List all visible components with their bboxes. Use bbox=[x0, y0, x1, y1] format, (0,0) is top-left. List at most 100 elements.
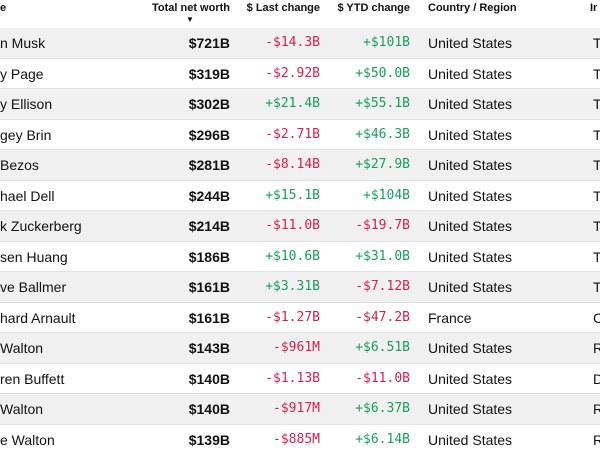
column-header-country[interactable]: Country / Region bbox=[428, 2, 517, 14]
industry-value: C bbox=[593, 309, 600, 326]
last-change-value: -$917M bbox=[273, 401, 320, 416]
industry-value: T bbox=[593, 65, 600, 82]
last-change-value: -$8.14B bbox=[265, 157, 320, 172]
ytd-change-value: +$27.9B bbox=[355, 157, 410, 172]
ytd-change-value: +$55.1B bbox=[355, 96, 410, 111]
person-name: k Zuckerberg bbox=[0, 218, 82, 234]
person-name: hard Arnault bbox=[0, 309, 76, 326]
table-row[interactable]: hard Arnault $161B -$1.27B -$47.2B France C bbox=[0, 302, 600, 333]
country-value: United States bbox=[428, 187, 513, 204]
last-change-value: -$2.92B bbox=[265, 65, 320, 81]
column-header-name[interactable]: e bbox=[0, 2, 7, 14]
table-row[interactable]: e Walton $139B -$885M +$6.14B United States R bbox=[0, 424, 600, 450]
country-value: United States bbox=[428, 157, 513, 173]
net-worth-value: $140B bbox=[188, 370, 230, 387]
sort-descending-icon: ▼ bbox=[186, 15, 194, 24]
person-name: y Page bbox=[0, 65, 44, 82]
country-value: United States bbox=[428, 279, 513, 295]
ytd-change-value: +$46.3B bbox=[355, 126, 410, 142]
table-row[interactable]: Walton $140B -$917M +$6.37B United States R bbox=[0, 394, 600, 425]
industry-value: D bbox=[593, 370, 600, 387]
ytd-change-value: +$104B bbox=[363, 187, 410, 203]
ytd-change-value: +$6.14B bbox=[355, 431, 410, 447]
country-value: United States bbox=[428, 218, 513, 234]
net-worth-value: $140B bbox=[188, 401, 230, 417]
industry-value: T bbox=[593, 35, 600, 51]
table-row[interactable]: hael Dell $244B +$15.1B +$104B United States… bbox=[0, 180, 600, 211]
last-change-value: -$2.71B bbox=[265, 126, 320, 142]
table-row[interactable]: n Musk $721B -$14.3B +$101B United States T bbox=[0, 28, 600, 59]
person-name: ren Buffett bbox=[0, 370, 65, 387]
industry-value: T bbox=[593, 279, 600, 295]
industry-value: T bbox=[593, 96, 600, 112]
column-header-net-worth[interactable]: Total net worth bbox=[151, 2, 230, 14]
person-name: hael Dell bbox=[0, 187, 55, 204]
last-change-value: -$885M bbox=[273, 431, 320, 447]
industry-value: T bbox=[593, 126, 600, 143]
table-row[interactable]: sen Huang $186B +$10.6B +$31.0B United State… bbox=[0, 241, 600, 272]
country-value: United States bbox=[428, 35, 513, 51]
column-header-industry[interactable]: Ir bbox=[590, 2, 598, 14]
country-value: United States bbox=[428, 248, 513, 265]
last-change-value: +$15.1B bbox=[265, 187, 320, 203]
person-name: y Ellison bbox=[0, 96, 53, 112]
person-name: gey Brin bbox=[0, 126, 52, 143]
net-worth-value: $244B bbox=[188, 187, 230, 204]
person-name: e Walton bbox=[0, 431, 55, 448]
person-name: Walton bbox=[0, 340, 44, 356]
net-worth-value: $161B bbox=[188, 279, 230, 295]
table-row[interactable]: y Page $319B -$2.92B +$50.0B United States T bbox=[0, 58, 600, 89]
last-change-value: -$11.0B bbox=[265, 218, 320, 233]
country-value: United States bbox=[428, 340, 513, 356]
net-worth-value: $721B bbox=[188, 35, 230, 51]
ytd-change-value: -$47.2B bbox=[355, 309, 410, 325]
net-worth-value: $214B bbox=[188, 218, 230, 234]
net-worth-value: $281B bbox=[188, 157, 230, 173]
last-change-value: -$14.3B bbox=[265, 35, 320, 50]
last-change-value: +$3.31B bbox=[265, 279, 320, 294]
last-change-value: -$1.13B bbox=[265, 370, 320, 386]
ytd-change-value: -$11.0B bbox=[355, 370, 410, 386]
table-row[interactable]: Bezos $281B -$8.14B +$27.9B United States T bbox=[0, 150, 600, 181]
last-change-value: -$1.27B bbox=[265, 309, 320, 325]
country-value: United States bbox=[428, 65, 513, 82]
industry-value: R bbox=[593, 431, 600, 448]
industry-value: T bbox=[593, 248, 600, 265]
net-worth-value: $296B bbox=[188, 126, 230, 143]
country-value: United States bbox=[428, 401, 513, 417]
industry-value: T bbox=[593, 218, 600, 234]
ytd-change-value: -$7.12B bbox=[355, 279, 410, 294]
ytd-change-value: -$19.7B bbox=[355, 218, 410, 233]
table-row[interactable]: y Ellison $302B +$21.4B +$55.1B United State… bbox=[0, 89, 600, 120]
table-row[interactable]: ve Ballmer $161B +$3.31B -$7.12B United Stat… bbox=[0, 272, 600, 303]
table-row[interactable]: Walton $143B -$961M +$6.51B United States R bbox=[0, 333, 600, 364]
country-value: United States bbox=[428, 96, 513, 112]
ytd-change-value: +$6.51B bbox=[355, 340, 410, 355]
table-row[interactable]: gey Brin $296B -$2.71B +$46.3B United States… bbox=[0, 119, 600, 150]
person-name: ve Ballmer bbox=[0, 279, 67, 295]
net-worth-value: $143B bbox=[188, 340, 230, 356]
industry-value: T bbox=[593, 157, 600, 173]
last-change-value: +$10.6B bbox=[265, 248, 320, 264]
table-row[interactable]: ren Buffett $140B -$1.13B -$11.0B United Sta… bbox=[0, 363, 600, 394]
person-name: sen Huang bbox=[0, 248, 68, 265]
ytd-change-value: +$101B bbox=[363, 35, 410, 50]
net-worth-value: $139B bbox=[188, 431, 230, 448]
last-change-value: +$21.4B bbox=[265, 96, 320, 111]
table-header: e Total net worth ▼ $ Last change $ YTD … bbox=[0, 0, 600, 28]
industry-value: R bbox=[593, 401, 600, 417]
person-name: n Musk bbox=[0, 35, 46, 51]
person-name: Walton bbox=[0, 401, 44, 417]
country-value: France bbox=[428, 309, 472, 326]
country-value: United States bbox=[428, 431, 513, 448]
ytd-change-value: +$50.0B bbox=[355, 65, 410, 81]
country-value: United States bbox=[428, 370, 513, 387]
industry-value: R bbox=[593, 340, 600, 356]
table-row[interactable]: k Zuckerberg $214B -$11.0B -$19.7B United St… bbox=[0, 211, 600, 242]
net-worth-value: $186B bbox=[188, 248, 230, 265]
column-header-ytd-change[interactable]: $ YTD change bbox=[337, 2, 410, 14]
column-header-last-change[interactable]: $ Last change bbox=[246, 2, 320, 14]
net-worth-value: $302B bbox=[188, 96, 230, 112]
